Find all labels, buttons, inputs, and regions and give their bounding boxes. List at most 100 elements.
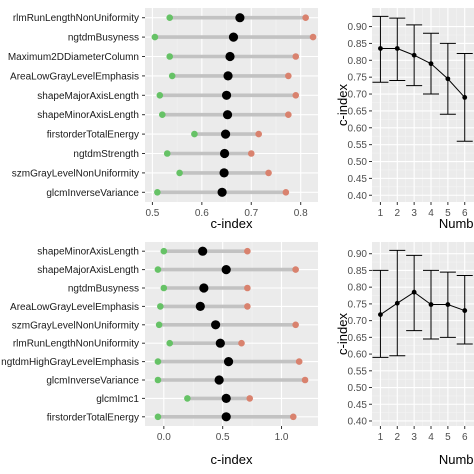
category-label: ngtdmBusyness	[68, 284, 139, 295]
x-tick-label: 0.0	[157, 432, 171, 443]
x-axis-title: c-index	[211, 216, 253, 231]
low-point	[154, 266, 162, 273]
mean-point	[219, 168, 229, 178]
category-label: szmGrayLevelNonUniformity	[12, 168, 139, 179]
data-point	[428, 61, 434, 67]
data-point	[445, 302, 451, 307]
y-tick-label: 0.45	[348, 174, 368, 185]
x-axis-title: c-index	[211, 452, 253, 467]
category-label: glcmInverseVariance	[46, 376, 139, 387]
mean-point	[211, 320, 221, 330]
y-axis-title: c-index	[335, 313, 350, 355]
mean-point	[222, 110, 233, 120]
x-tick-label: 0.6	[195, 208, 209, 219]
y-axis-title: c-index	[335, 84, 350, 126]
category-label: shapeMinorAxisLength	[37, 247, 139, 258]
high-point	[285, 111, 292, 118]
y-tick-label: 0.65	[348, 333, 368, 344]
x-tick-label: 3	[411, 432, 417, 443]
y-tick-label: 0.50	[348, 383, 368, 394]
high-point	[292, 53, 300, 60]
low-point	[166, 339, 174, 347]
high-point	[292, 321, 299, 329]
category-label: rlmRunLengthNonUniformity	[13, 339, 139, 350]
mean-point	[235, 13, 245, 23]
category-label: Maximum2DDiameterColumn	[8, 52, 139, 63]
x-tick-label: 2	[395, 208, 401, 219]
mean-point	[214, 375, 224, 385]
y-tick-label: 0.80	[348, 283, 368, 294]
mean-point	[195, 301, 205, 311]
y-tick-label: 0.75	[348, 299, 368, 310]
y-tick-label: 0.85	[348, 266, 368, 277]
high-point	[282, 189, 290, 196]
high-point	[289, 413, 297, 421]
low-point	[191, 130, 198, 138]
data-point	[462, 308, 468, 313]
mean-point	[217, 187, 227, 197]
data-point	[378, 46, 383, 51]
category-label: shapeMajorAxisLength	[37, 91, 139, 102]
low-point	[184, 395, 191, 402]
low-point	[160, 247, 168, 255]
high-point	[246, 395, 254, 402]
category-label: rlmRunLengthNonUniformity	[13, 13, 139, 24]
category-label: glcmInverseVariance	[46, 188, 139, 199]
low-point	[156, 303, 164, 310]
low-point	[176, 169, 183, 177]
panel-background	[372, 242, 474, 426]
x-tick-label: 4	[428, 208, 434, 219]
low-point	[168, 72, 176, 80]
mean-point	[199, 283, 209, 293]
high-point	[292, 92, 300, 99]
data-point	[445, 76, 451, 82]
low-point	[151, 33, 159, 41]
y-tick-label: 0.60	[348, 123, 368, 134]
y-tick-label: 0.70	[348, 316, 368, 327]
high-point	[309, 33, 317, 41]
category-label: AreaLowGrayLevelEmphasis	[10, 71, 139, 82]
mean-point	[220, 129, 231, 139]
category-label: shapeMinorAxisLength	[37, 110, 139, 121]
mean-point	[225, 51, 235, 62]
data-point	[411, 52, 417, 58]
data-point	[394, 300, 400, 306]
data-point	[378, 312, 383, 317]
x-axis-title: Number of fe	[439, 216, 474, 231]
category-label: szmGrayLevelNonUniformity	[12, 320, 139, 331]
low-point	[156, 92, 164, 99]
x-tick-label: 0.8	[294, 208, 308, 219]
low-point	[159, 111, 166, 118]
x-tick-label: 0.7	[244, 208, 258, 219]
y-tick-label: 0.90	[348, 249, 368, 260]
data-point	[411, 289, 417, 295]
high-point	[302, 14, 309, 21]
y-tick-label: 0.50	[348, 157, 368, 168]
data-point	[428, 302, 434, 307]
high-point	[244, 247, 251, 255]
panel-background	[145, 242, 318, 426]
low-point	[154, 413, 162, 421]
low-point	[166, 53, 174, 60]
mean-point	[219, 148, 230, 159]
category-label: ngtdmHighGrayLevelEmphasis	[1, 357, 139, 368]
x-tick-label: 6	[462, 432, 468, 443]
y-tick-label: 0.70	[348, 90, 368, 101]
x-tick-label: 5	[445, 432, 451, 443]
x-tick-label: 4	[428, 432, 434, 443]
x-axis-title: Number of fe	[439, 452, 474, 467]
y-tick-label: 0.75	[348, 73, 368, 84]
y-tick-label: 0.85	[348, 39, 368, 50]
y-tick-label: 0.55	[348, 366, 368, 377]
mean-point	[221, 412, 231, 422]
line-errorbar-chart-bottom: 0.40 0.45 0.50 0.55 0.60 0.65 0.70 0.75 0.80 0.85…	[335, 242, 474, 467]
high-point	[244, 303, 251, 310]
x-tick-label: 6	[462, 208, 468, 219]
mean-point	[198, 246, 208, 256]
x-tick-label: 5	[445, 208, 451, 219]
low-point	[154, 358, 162, 365]
y-tick-label: 0.40	[348, 416, 368, 427]
high-point	[244, 284, 251, 292]
high-point	[265, 169, 272, 177]
x-tick-label: 3	[411, 208, 417, 219]
